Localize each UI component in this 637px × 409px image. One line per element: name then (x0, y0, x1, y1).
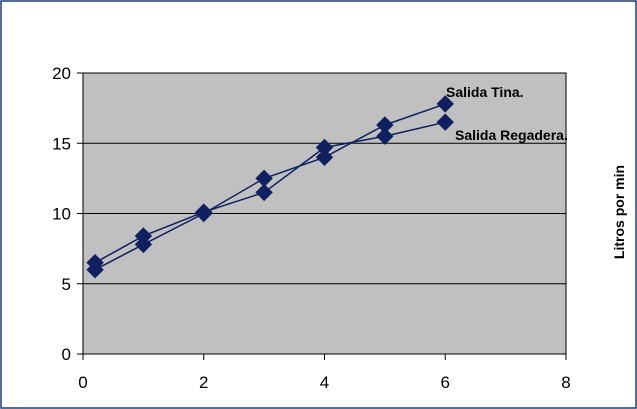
series-layer (86, 95, 454, 279)
x-tick-label: 2 (199, 373, 208, 392)
series-labels: Salida Tina. Salida Regadera. (446, 84, 568, 143)
series-label: Salida Tina. (446, 84, 524, 100)
data-point-marker (376, 127, 394, 145)
series-1 (86, 113, 454, 272)
data-point-marker (315, 138, 334, 157)
data-point-marker (255, 183, 273, 202)
y-tick-label: 15 (52, 134, 71, 153)
y-tick-label: 0 (62, 345, 71, 364)
x-tick-label: 8 (561, 373, 570, 392)
y-tick-label: 20 (52, 64, 71, 83)
x-tick-label: 0 (78, 373, 87, 392)
y-tick-label: 5 (62, 275, 71, 294)
data-point-marker (436, 113, 454, 131)
y-axis-ticks: 0 5 10 15 20 (52, 64, 83, 364)
x-tick-label: 6 (441, 373, 450, 392)
series-label: Salida Regadera. (455, 127, 568, 143)
data-point-marker (315, 148, 334, 167)
x-axis-ticks: 0 2 4 6 8 (78, 354, 571, 392)
data-point-marker (195, 203, 213, 221)
data-point-marker (436, 95, 454, 113)
data-point-marker (86, 253, 104, 272)
y-axis-label: Litros por min (611, 165, 627, 259)
y-tick-label: 10 (52, 205, 71, 224)
data-point-marker (134, 227, 153, 245)
x-tick-label: 4 (320, 373, 329, 392)
